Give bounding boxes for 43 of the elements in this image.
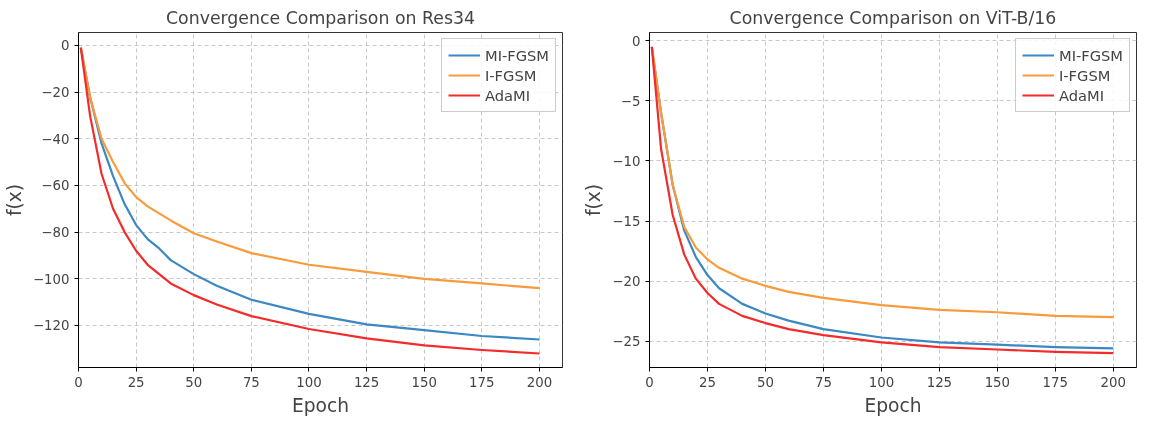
x-tick-label: 75 [814, 374, 832, 390]
legend-label: AdaMI [1059, 86, 1105, 104]
y-tick-label: −20 [41, 85, 70, 101]
y-tick-label: 0 [61, 38, 70, 54]
x-tick-label: 175 [1042, 374, 1069, 390]
x-tick-label: 200 [526, 374, 553, 390]
y-tick-label: −10 [612, 153, 641, 169]
x-tick-label: 0 [74, 374, 83, 390]
y-axis-title: f(x) [3, 183, 25, 217]
y-axis-title: f(x) [583, 183, 605, 217]
x-tick-label: 50 [756, 374, 774, 390]
y-tick-label: −100 [32, 271, 70, 287]
y-tick-label: −15 [612, 214, 641, 230]
y-tick-label: −25 [612, 334, 641, 350]
y-tick-label: −60 [41, 178, 70, 194]
legend-label: I-FGSM [1059, 66, 1111, 84]
x-tick-label: 100 [868, 374, 895, 390]
x-tick-label: 125 [353, 374, 380, 390]
legend-label: I-FGSM [485, 66, 537, 84]
y-tick-label: −120 [32, 318, 70, 334]
x-tick-label: 25 [127, 374, 145, 390]
legend-label: MI-FGSM [1059, 46, 1123, 64]
x-tick-label: 125 [926, 374, 953, 390]
x-tick-label: 25 [699, 374, 716, 390]
x-tick-label: 100 [296, 374, 322, 390]
legend-label: MI-FGSM [485, 46, 549, 64]
y-tick-label: −5 [620, 93, 641, 109]
x-axis-title: Epoch [291, 394, 350, 416]
y-tick-label: −20 [612, 274, 641, 290]
chart-title: Convergence Comparison on Res34 [165, 7, 476, 28]
legend-label: AdaMI [485, 86, 531, 104]
x-tick-label: 50 [185, 374, 203, 390]
y-tick-label: −40 [41, 131, 70, 147]
x-tick-label: 200 [1100, 374, 1127, 390]
x-axis-title: Epoch [864, 394, 922, 416]
x-tick-label: 75 [242, 374, 260, 390]
x-tick-label: 150 [984, 374, 1011, 390]
y-tick-label: −80 [41, 225, 70, 241]
x-tick-label: 150 [411, 374, 437, 390]
x-tick-label: 175 [469, 374, 495, 390]
x-tick-label: 0 [645, 374, 654, 390]
chart-title: Convergence Comparison on ViT-B/16 [729, 7, 1057, 28]
y-tick-label: 0 [632, 33, 641, 49]
